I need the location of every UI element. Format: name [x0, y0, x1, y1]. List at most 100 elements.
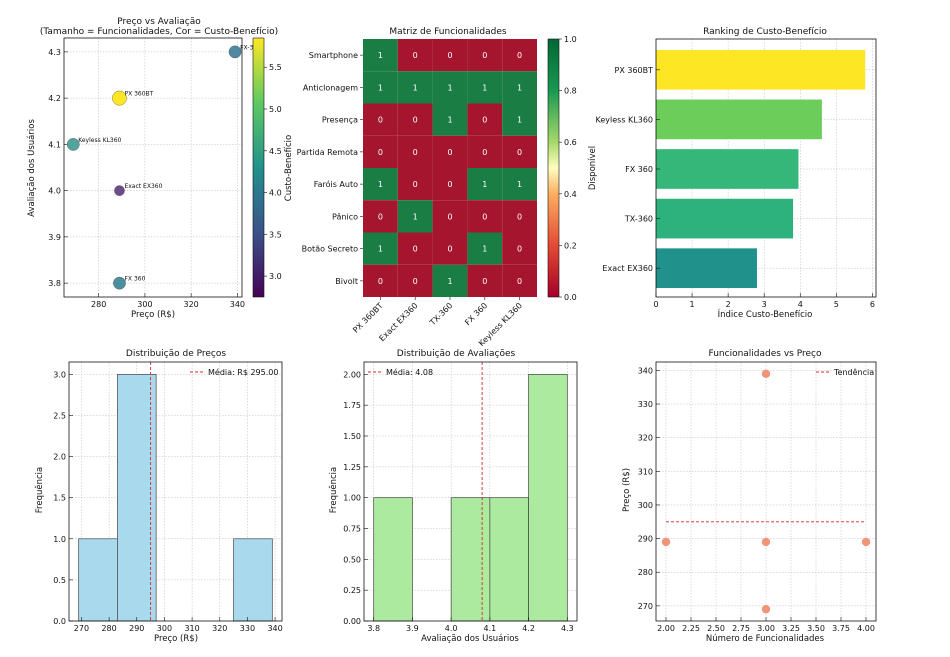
feature-cell: [397, 135, 433, 168]
point-px-360bt: [112, 90, 127, 106]
price-vs-rating-xtick-label: 320: [184, 300, 199, 309]
ranking-bar: [656, 248, 757, 289]
features-vs-price-xtick-label: 2.75: [732, 624, 750, 633]
product-column-label: TX-360: [427, 301, 454, 328]
availability-colorbar-label: Disponível: [588, 146, 598, 190]
feature-cell: [467, 39, 503, 72]
feature-cell: [502, 168, 537, 201]
ranking-bar: [656, 198, 794, 239]
ranking-xtick-label: 1: [690, 300, 695, 309]
features-vs-price-xtick-label: 3.50: [807, 624, 825, 633]
feature-row-label: Botão Secreto: [302, 245, 358, 254]
feature-cell-value: 1: [378, 83, 383, 92]
feature-row-label: Faróis Auto: [314, 179, 358, 189]
feature-cell: [397, 39, 433, 72]
feature-row-label: Bivolt: [335, 277, 358, 286]
price-distribution-xlabel: Preço (R$): [154, 634, 198, 644]
ranking-xtick-label: 6: [870, 300, 875, 309]
rating-distribution-ytick-label: 1.75: [343, 401, 361, 410]
feature-row-label: Presença: [322, 116, 358, 125]
legend-label: Tendência: [833, 367, 874, 377]
price-distribution-xtick-label: 300: [157, 624, 172, 633]
feature-cell-value: 1: [447, 277, 452, 286]
features-vs-price-grid: [656, 362, 876, 621]
feature-matrix-panel: Matriz de Funcionalidades 1 0 0 0 0 1 1 1 1 1 0 0 1 0…: [297, 27, 598, 348]
price-vs-rating-points: FX-360 PX 360BT Keyless KL360 Exact EX360 FX…: [66, 44, 261, 290]
feature-cell-value: 0: [482, 277, 487, 286]
price-distribution-ytick-label: 2.5: [53, 411, 66, 420]
ranking-category-label: PX 360BT: [615, 66, 654, 75]
histogram-bar: [233, 538, 273, 622]
features-vs-price-xtick-label: 4.00: [857, 624, 875, 633]
feature-row-label: Smartphone: [309, 51, 358, 60]
feature-cell-value: 0: [413, 245, 418, 254]
feature-cell-value: 0: [482, 51, 487, 60]
ranking-xtick-label: 3: [762, 300, 767, 309]
colorbar-tick-label: 5.0: [269, 105, 282, 114]
rating-distribution-ytick-label: 1.50: [343, 432, 361, 441]
rating-distribution-ylabel: Frequência: [328, 467, 339, 513]
price-vs-rating-panel: Preço vs Avaliação (Tamanho = Funcionali…: [27, 17, 294, 320]
ranking-xtick-label: 4: [798, 300, 803, 309]
feature-cell: [502, 135, 537, 168]
rating-distribution-ytick-label: 0.50: [343, 555, 361, 564]
features-vs-price-ytick-label: 310: [638, 467, 653, 476]
price-vs-rating-xtick-label: 300: [137, 300, 152, 309]
features-vs-price-ytick-label: 270: [638, 602, 653, 611]
features-vs-price-xtick-label: 3.25: [782, 624, 800, 633]
product-column-label: FX 360: [463, 301, 489, 327]
ranking-category-label: Keyless KL360: [596, 115, 654, 124]
feature-cell: [502, 103, 537, 136]
price-distribution-xtick-label: 290: [129, 624, 144, 633]
feature-cell: [467, 232, 503, 265]
features-vs-price-ytick-label: 340: [638, 366, 653, 375]
colorbar-tick-label: 0.4: [564, 190, 577, 199]
price-distribution-ticks: 270 280 290 300 310 320 330 340 0.0 0.5 1.0 1.5 2.0 2…: [53, 370, 282, 633]
feature-cell-value: 1: [378, 180, 383, 189]
price-vs-rating-ytick-label: 3.8: [48, 279, 61, 288]
feature-cell: [397, 71, 433, 104]
feature-cell-value: 0: [447, 212, 452, 221]
feature-cell-value: 0: [413, 180, 418, 189]
feature-cell-value: 0: [413, 148, 418, 157]
feature-cell-value: 0: [378, 212, 383, 221]
feature-cell-value: 0: [447, 148, 452, 157]
features-price-point: [761, 605, 771, 614]
histogram-bar: [117, 373, 157, 622]
rating-distribution-xtick-label: 4.1: [483, 624, 496, 633]
point-label: Keyless KL360: [78, 137, 121, 144]
feature-cell: [467, 168, 503, 201]
ranking-category-label: TX-360: [624, 215, 653, 224]
point-fx-360: [228, 45, 242, 59]
colorbar-tick-label: 3.0: [269, 272, 282, 281]
feature-cell: [363, 71, 398, 104]
features-vs-price-xtick-label: 2.00: [657, 624, 675, 633]
price-vs-rating-xtick-label: 280: [91, 300, 106, 309]
price-vs-rating-ytick-label: 3.9: [48, 233, 61, 242]
feature-matrix-title: Matriz de Funcionalidades: [389, 27, 506, 37]
rating-distribution-ytick-label: 0.75: [343, 525, 361, 534]
price-distribution-ytick-label: 1.0: [53, 535, 66, 544]
colorbar-tick-label: 5.5: [269, 63, 282, 72]
feature-cell-value: 0: [413, 116, 418, 125]
feature-cell: [432, 71, 468, 104]
features-vs-price-xlabel: Número de Funcionalidades: [706, 634, 825, 644]
price-vs-rating-ylabel: Avaliação dos Usuários: [27, 119, 37, 217]
feature-cell-value: 0: [482, 212, 487, 221]
feature-cell-value: 0: [378, 116, 383, 125]
feature-cell-value: 0: [447, 51, 452, 60]
histogram-bar: [78, 538, 118, 622]
feature-cell: [467, 135, 503, 168]
histogram-bar: [450, 497, 491, 622]
ranking-category-label: Exact EX360: [602, 264, 653, 273]
feature-cell-value: 1: [517, 180, 522, 189]
ranking-category-label: FX 360: [625, 165, 653, 174]
ranking-xtick-label: 5: [834, 300, 839, 309]
feature-cell-value: 0: [447, 180, 452, 189]
product-column-label: PX 360BT: [351, 301, 385, 335]
price-distribution-frame: [68, 361, 283, 622]
feature-cell: [432, 168, 468, 201]
ranking-xlabel: Índice Custo-Benefício: [718, 308, 813, 320]
point-label: FX 360: [124, 276, 145, 283]
price-vs-rating-subtitle: (Tamanho = Funcionalidades, Cor = Custo-…: [40, 27, 278, 37]
